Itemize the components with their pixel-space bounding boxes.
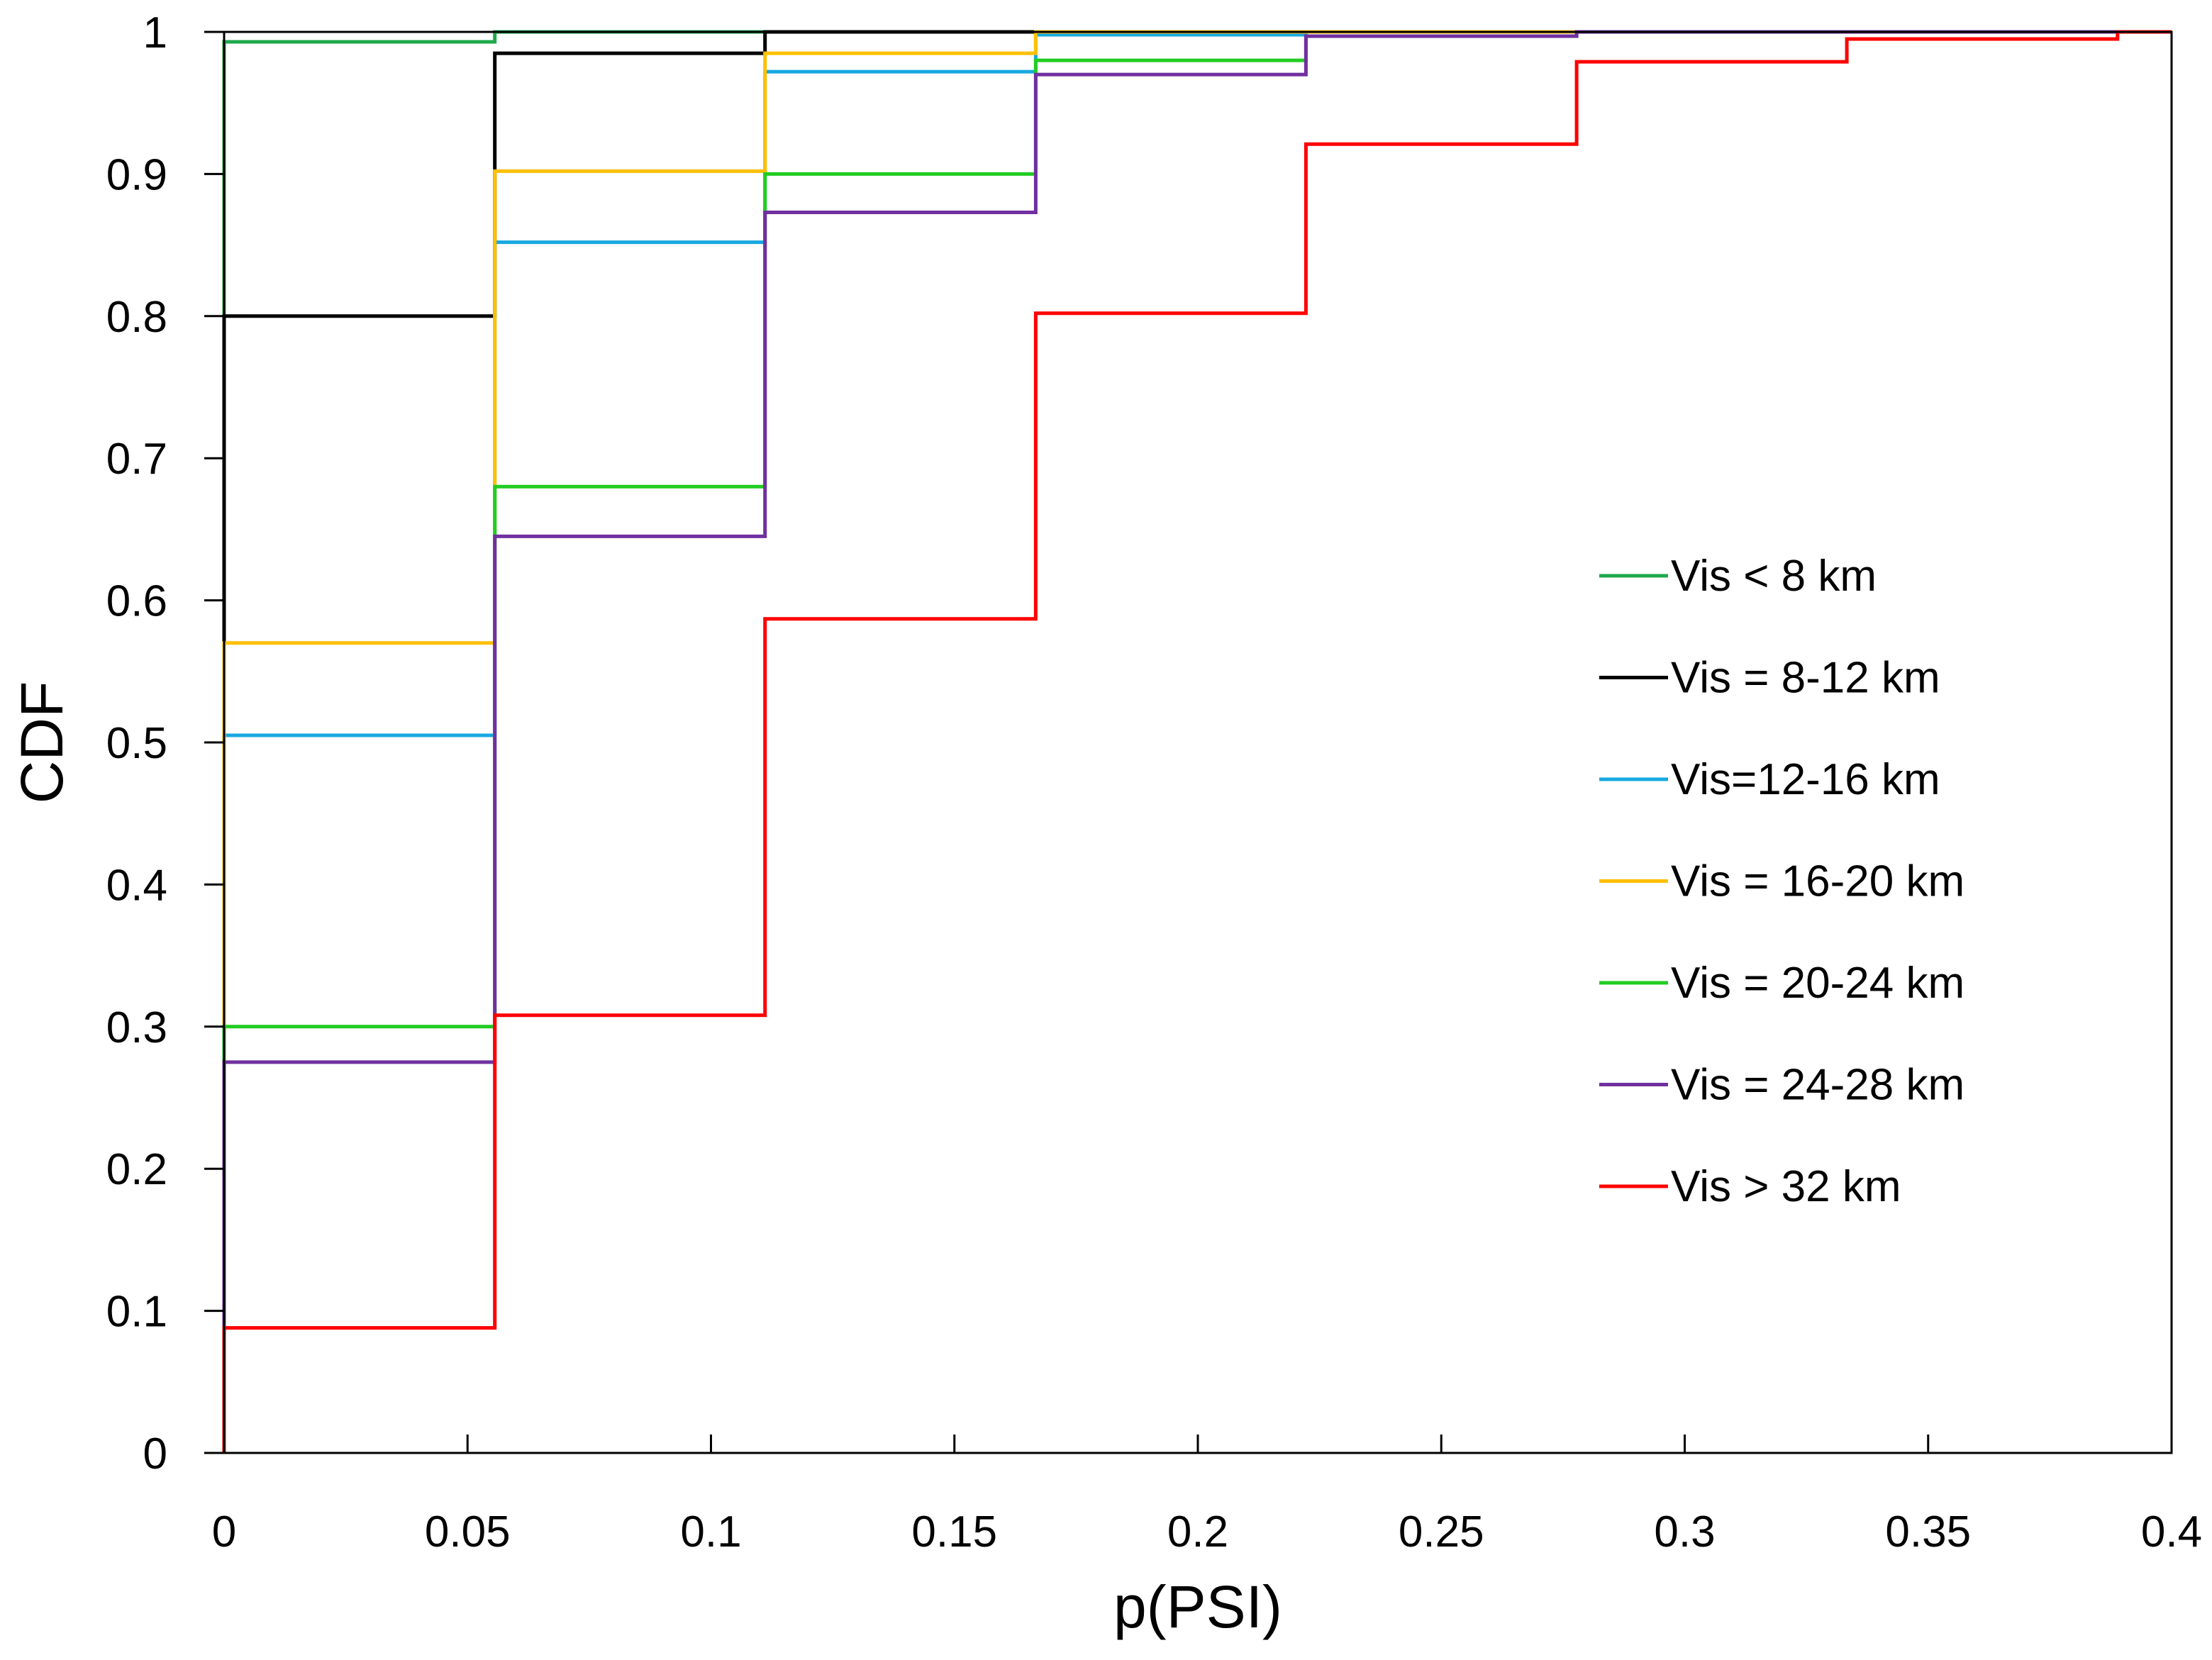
x-tick-label: 0.2 xyxy=(1167,1508,1228,1556)
y-tick-label: 0.1 xyxy=(106,1288,167,1337)
y-tick-label: 0.6 xyxy=(106,577,167,626)
legend-label: Vis < 8 km xyxy=(1671,552,1877,601)
x-tick-label: 0.35 xyxy=(1885,1508,1971,1556)
y-tick-label: 0.9 xyxy=(106,150,167,199)
y-tick-label: 0.5 xyxy=(106,719,167,768)
y-tick-label: 1 xyxy=(143,9,167,57)
x-tick-label: 0.05 xyxy=(425,1508,511,1556)
x-axis-title: p(PSI) xyxy=(1113,1573,1282,1640)
y-tick-label: 0.3 xyxy=(106,1003,167,1052)
y-tick-label: 0.7 xyxy=(106,435,167,484)
legend-label: Vis > 32 km xyxy=(1671,1162,1901,1211)
legend-label: Vis = 20-24 km xyxy=(1671,959,1964,1008)
series-line-7 xyxy=(222,30,2172,1453)
y-axis-title: CDF xyxy=(9,681,75,804)
y-tick-label: 0.8 xyxy=(106,293,167,342)
axis-layer: 0 0.05 0.1 0.15 0.2 0.25 0.3 0.35 0.4 0 0.1 0.2 0.3 0… xyxy=(106,9,2202,1556)
x-tick-label: 0.3 xyxy=(1654,1508,1715,1556)
y-tick-label: 0.2 xyxy=(106,1145,167,1194)
legend-label: Vis = 16-20 km xyxy=(1671,857,1964,906)
x-tick-label: 0.25 xyxy=(1399,1508,1484,1556)
y-tick-label: 0 xyxy=(143,1430,167,1478)
x-tick-label: 0.4 xyxy=(2141,1508,2202,1556)
legend-label: Vis = 8-12 km xyxy=(1671,654,1940,703)
y-tick-label: 0.4 xyxy=(106,861,167,910)
series-layer xyxy=(222,30,2172,1453)
legend: Vis < 8 km Vis = 8-12 km Vis=12-16 km Vis =… xyxy=(1599,552,1964,1211)
legend-label: Vis=12-16 km xyxy=(1671,755,1940,804)
x-tick-label: 0.1 xyxy=(680,1508,741,1556)
x-tick-label: 0 xyxy=(212,1508,236,1556)
legend-label: Vis = 24-28 km xyxy=(1671,1061,1964,1110)
x-tick-label: 0.15 xyxy=(911,1508,997,1556)
